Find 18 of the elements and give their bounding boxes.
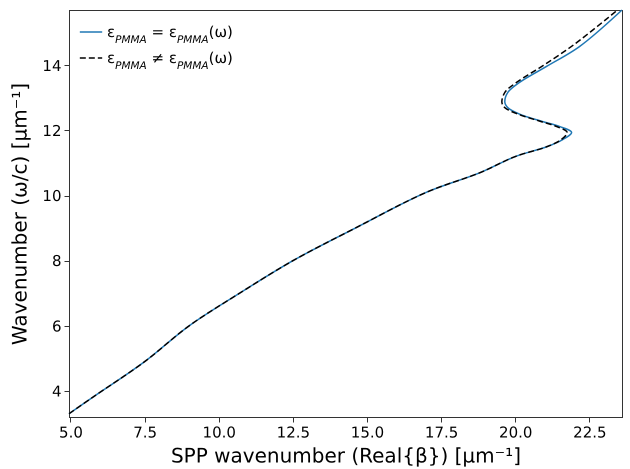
legend-label: ε$_{PMMA}$ = ε$_{PMMA}$(ω) <box>107 23 233 46</box>
x-tick-label: 10.0 <box>202 424 236 442</box>
y-tick-label: 14 <box>42 56 62 75</box>
y-tick-label: 12 <box>42 122 62 140</box>
y-tick-label: 6 <box>52 317 62 336</box>
x-tick-label: 15.0 <box>350 424 384 442</box>
x-tick-label: 12.5 <box>276 424 310 442</box>
x-axis-title: SPP wavenumber (Real{β}) [μm⁻¹] <box>170 444 522 468</box>
x-tick-label: 20.0 <box>499 424 532 442</box>
x-tick-label: 22.5 <box>573 424 607 442</box>
y-tick-label: 4 <box>52 382 62 400</box>
y-axis-title: Wavenumber (ω/c) [μm⁻¹] <box>7 82 32 346</box>
x-tick-label: 17.5 <box>424 424 458 442</box>
x-tick-label: 7.5 <box>133 424 158 442</box>
y-tick-label: 10 <box>42 187 62 206</box>
legend-label: ε$_{PMMA}$ ≠ ε$_{PMMA}$(ω) <box>107 49 233 72</box>
y-tick-label: 8 <box>52 252 62 270</box>
x-tick-label: 5.0 <box>59 424 83 442</box>
